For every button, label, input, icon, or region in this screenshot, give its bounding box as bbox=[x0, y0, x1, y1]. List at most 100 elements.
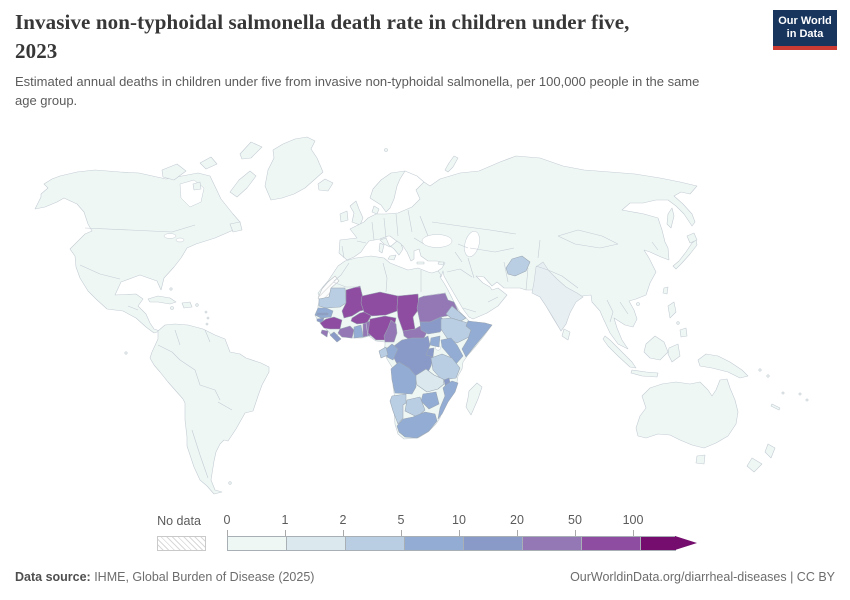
landmass-greenland[interactable] bbox=[264, 136, 324, 201]
country-guinea[interactable] bbox=[319, 316, 343, 330]
country-kenya[interactable] bbox=[440, 337, 464, 365]
country-gabon[interactable] bbox=[378, 346, 389, 359]
legend-segment-2[interactable] bbox=[345, 536, 404, 551]
legend-segment-5[interactable] bbox=[522, 536, 581, 551]
island-japan-hokkaido[interactable] bbox=[686, 232, 698, 244]
country-zambia[interactable] bbox=[414, 368, 445, 393]
landmass-north-america[interactable] bbox=[34, 169, 241, 334]
country-cote-divoire[interactable] bbox=[337, 325, 355, 339]
island-southampton[interactable] bbox=[192, 181, 202, 191]
island-hainan[interactable] bbox=[636, 302, 640, 306]
country-burkina-faso[interactable] bbox=[350, 310, 372, 325]
island-novaya-zemlya[interactable] bbox=[444, 155, 459, 173]
island-sulawesi[interactable] bbox=[667, 343, 681, 363]
island-sri-lanka[interactable] bbox=[561, 328, 571, 341]
island-newfoundland[interactable] bbox=[229, 221, 243, 233]
country-mali[interactable] bbox=[341, 285, 371, 319]
island-visayas[interactable] bbox=[676, 321, 680, 325]
landmass-scandinavia[interactable] bbox=[369, 170, 406, 213]
country-gambia[interactable] bbox=[316, 312, 329, 316]
legend-segment-6[interactable] bbox=[581, 536, 640, 551]
island-crete[interactable] bbox=[416, 261, 425, 265]
legend-tick-0 bbox=[227, 530, 228, 536]
data-source: Data source: IHME, Global Burden of Dise… bbox=[15, 570, 314, 584]
island-jamaica[interactable] bbox=[170, 306, 174, 310]
country-mozambique[interactable] bbox=[437, 380, 459, 420]
borders-north-africa bbox=[332, 262, 447, 297]
island-fiji-2[interactable] bbox=[805, 398, 809, 402]
country-somalia[interactable] bbox=[461, 320, 493, 358]
island-antilles-1[interactable] bbox=[204, 310, 208, 314]
island-hispaniola[interactable] bbox=[181, 301, 193, 309]
country-cameroon[interactable] bbox=[383, 319, 398, 343]
island-mindanao[interactable] bbox=[679, 327, 688, 338]
country-namibia[interactable] bbox=[389, 393, 407, 425]
landmass-south-america[interactable] bbox=[149, 323, 270, 495]
island-solomons-1[interactable] bbox=[758, 368, 762, 372]
island-sardinia[interactable] bbox=[378, 242, 385, 254]
legend-segment-4[interactable] bbox=[463, 536, 522, 551]
island-tasmania[interactable] bbox=[695, 454, 706, 465]
legend-color-bar[interactable] bbox=[227, 536, 697, 551]
island-cuba[interactable] bbox=[147, 295, 177, 305]
island-nz-north[interactable] bbox=[764, 443, 776, 459]
country-south-africa[interactable] bbox=[396, 411, 438, 439]
country-niger[interactable] bbox=[360, 291, 399, 317]
island-antilles-3[interactable] bbox=[205, 322, 209, 326]
island-falklands[interactable] bbox=[228, 481, 232, 485]
island-nz-south[interactable] bbox=[746, 457, 763, 473]
island-bahamas[interactable] bbox=[169, 287, 173, 291]
landmass-italy[interactable] bbox=[379, 237, 404, 256]
island-java[interactable] bbox=[630, 369, 659, 378]
legend-tick-label-3: 5 bbox=[397, 513, 405, 527]
island-great-britain[interactable] bbox=[349, 200, 364, 226]
island-japan-honshu[interactable] bbox=[672, 239, 698, 270]
country-liberia[interactable] bbox=[329, 331, 342, 343]
country-afghanistan[interactable] bbox=[505, 255, 531, 277]
country-angola[interactable] bbox=[390, 361, 417, 395]
landmass-australia[interactable] bbox=[635, 378, 739, 449]
island-fiji-1[interactable] bbox=[798, 392, 802, 396]
island-ellesmere[interactable] bbox=[239, 141, 263, 160]
island-puerto-rico[interactable] bbox=[195, 303, 199, 307]
island-arctic-small[interactable] bbox=[199, 156, 218, 170]
owid-logo[interactable]: Our World in Data bbox=[773, 10, 837, 50]
legend-segment-1[interactable] bbox=[286, 536, 345, 551]
legend-tick-7 bbox=[633, 530, 634, 536]
island-solomons-2[interactable] bbox=[766, 374, 770, 378]
legend-segment-7[interactable] bbox=[640, 536, 676, 551]
island-sicily[interactable] bbox=[387, 254, 397, 261]
island-baffin[interactable] bbox=[229, 170, 257, 198]
island-antilles-2[interactable] bbox=[206, 316, 210, 320]
island-ireland[interactable] bbox=[339, 210, 349, 223]
country-uganda[interactable] bbox=[429, 335, 441, 348]
island-madagascar[interactable] bbox=[465, 382, 483, 416]
country-sierra-leone[interactable] bbox=[320, 329, 329, 338]
title-line-2: 2023 bbox=[15, 39, 58, 63]
legend-segment-0[interactable] bbox=[227, 536, 286, 551]
island-sakhalin[interactable] bbox=[666, 207, 675, 229]
legend-tick-1 bbox=[285, 530, 286, 536]
island-new-caledonia[interactable] bbox=[770, 403, 781, 411]
island-victoria[interactable] bbox=[161, 163, 187, 181]
country-india[interactable] bbox=[531, 261, 584, 332]
island-iceland[interactable] bbox=[317, 178, 334, 192]
island-luzon[interactable] bbox=[667, 301, 677, 319]
island-vanuatu[interactable] bbox=[781, 391, 785, 395]
island-cyprus[interactable] bbox=[437, 261, 445, 266]
country-tanzania[interactable] bbox=[430, 353, 461, 381]
island-svalbard[interactable] bbox=[384, 148, 388, 152]
island-new-guinea[interactable] bbox=[697, 353, 749, 379]
island-taiwan[interactable] bbox=[662, 286, 669, 295]
caspian-sea bbox=[464, 231, 480, 257]
landmass-denmark[interactable] bbox=[371, 205, 380, 215]
island-sumatra[interactable] bbox=[602, 335, 637, 369]
subtitle-line-2: age group. bbox=[15, 93, 78, 108]
footer-link[interactable]: OurWorldinData.org/diarrheal-diseases | … bbox=[570, 570, 835, 584]
island-borneo[interactable] bbox=[643, 335, 669, 361]
great-lakes bbox=[163, 233, 177, 239]
legend-segment-3[interactable] bbox=[404, 536, 463, 551]
legend-no-data-swatch[interactable] bbox=[157, 536, 206, 551]
island-galapagos[interactable] bbox=[124, 351, 128, 355]
